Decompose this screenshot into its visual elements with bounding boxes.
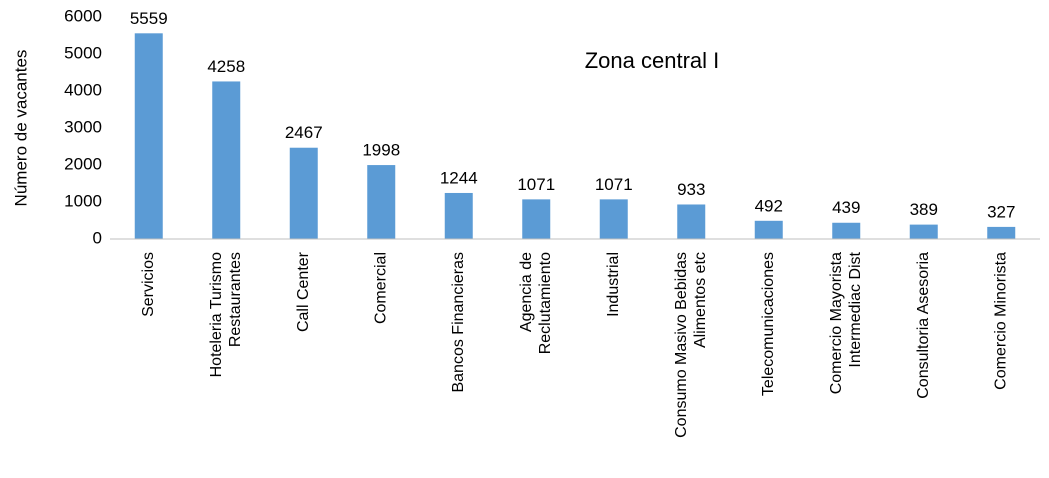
x-tick-label: Servicios bbox=[140, 252, 157, 317]
data-label: 492 bbox=[755, 196, 783, 215]
bar bbox=[832, 222, 861, 239]
data-label: 1998 bbox=[362, 141, 400, 160]
bar bbox=[677, 204, 706, 239]
bar bbox=[909, 224, 938, 239]
bar bbox=[522, 199, 551, 239]
data-label: 2467 bbox=[285, 123, 323, 142]
data-label: 4258 bbox=[207, 57, 245, 76]
bar bbox=[367, 165, 396, 239]
y-tick-label: 1000 bbox=[64, 191, 102, 210]
data-label: 327 bbox=[987, 202, 1015, 221]
bar bbox=[212, 81, 241, 239]
data-label: 5559 bbox=[130, 9, 168, 28]
x-tick-label: Consumo Masivo Bebidas Alimentos etc bbox=[673, 252, 709, 438]
data-label: 1244 bbox=[440, 168, 478, 187]
bar bbox=[599, 199, 628, 239]
chart-title: Zona central I bbox=[585, 48, 720, 73]
x-tick-label: Hoteleria Turismo Restaurantes bbox=[208, 252, 244, 377]
bar bbox=[987, 226, 1016, 239]
x-tick-label: Comercio Mayorista Intermediac Dist bbox=[828, 251, 864, 394]
x-tick-label: Consultoria Asesoria bbox=[915, 252, 932, 399]
data-label: 1071 bbox=[595, 175, 633, 194]
bar bbox=[134, 33, 163, 239]
data-label: 933 bbox=[677, 180, 705, 199]
x-tick-label: Call Center bbox=[295, 251, 312, 332]
x-tick-label: Telecomunicaciones bbox=[760, 252, 777, 396]
x-tick-label: Agencia de Reclutamiento bbox=[518, 252, 554, 354]
x-tick-label: Comercial bbox=[372, 252, 389, 324]
x-tick-label: Comercio Minorista bbox=[992, 252, 1009, 390]
y-axis-label: Número de vacantes bbox=[11, 50, 30, 207]
x-tick-label: Bancos Financieras bbox=[450, 252, 467, 393]
x-tick-label: Industrial bbox=[605, 252, 622, 317]
bar bbox=[444, 192, 473, 239]
bar bbox=[289, 147, 318, 239]
y-tick-label: 6000 bbox=[64, 6, 102, 25]
bar bbox=[754, 220, 783, 239]
data-label: 1071 bbox=[517, 175, 555, 194]
data-label: 389 bbox=[910, 200, 938, 219]
y-tick-label: 3000 bbox=[64, 117, 102, 136]
data-label: 439 bbox=[832, 198, 860, 217]
y-tick-label: 4000 bbox=[64, 80, 102, 99]
y-tick-label: 2000 bbox=[64, 154, 102, 173]
y-tick-label: 0 bbox=[93, 228, 102, 247]
y-tick-label: 5000 bbox=[64, 43, 102, 62]
